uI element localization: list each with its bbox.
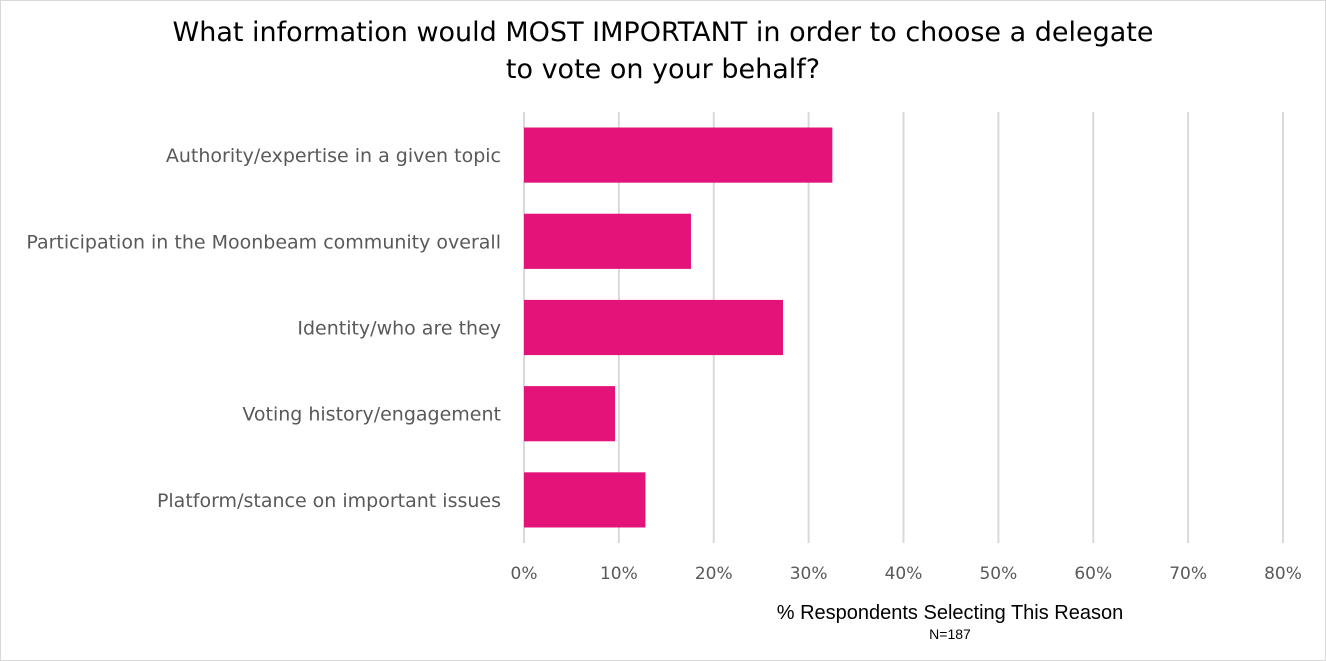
x-tick-label: 60% <box>1074 564 1112 584</box>
category-label: Authority/expertise in a given topic <box>166 145 501 167</box>
bar <box>524 127 833 183</box>
chart-title-line-2: to vote on your behalf? <box>505 54 821 85</box>
chart-title-line-1: What information would MOST IMPORTANT in… <box>172 17 1154 48</box>
x-tick-label: 70% <box>1169 564 1207 584</box>
sample-size-note: N=187 <box>929 626 971 642</box>
bar <box>524 472 646 528</box>
x-tick-label: 20% <box>695 564 733 584</box>
x-tick-label: 80% <box>1264 564 1302 584</box>
bar <box>524 213 691 269</box>
category-label: Platform/stance on important issues <box>157 490 501 512</box>
chart-title: What information would MOST IMPORTANT in… <box>0 14 1326 88</box>
x-tick-label: 50% <box>979 564 1017 584</box>
bar <box>524 386 616 442</box>
category-label: Identity/who are they <box>297 318 501 340</box>
x-tick-label: 10% <box>600 564 638 584</box>
category-label: Participation in the Moonbeam community … <box>26 231 501 253</box>
x-tick-label: 30% <box>790 564 828 584</box>
x-axis-label: % Respondents Selecting This Reason <box>776 602 1124 624</box>
x-tick-label: 0% <box>511 564 538 584</box>
category-label: Voting history/engagement <box>242 404 501 426</box>
x-tick-label: 40% <box>885 564 923 584</box>
bar <box>524 299 784 356</box>
